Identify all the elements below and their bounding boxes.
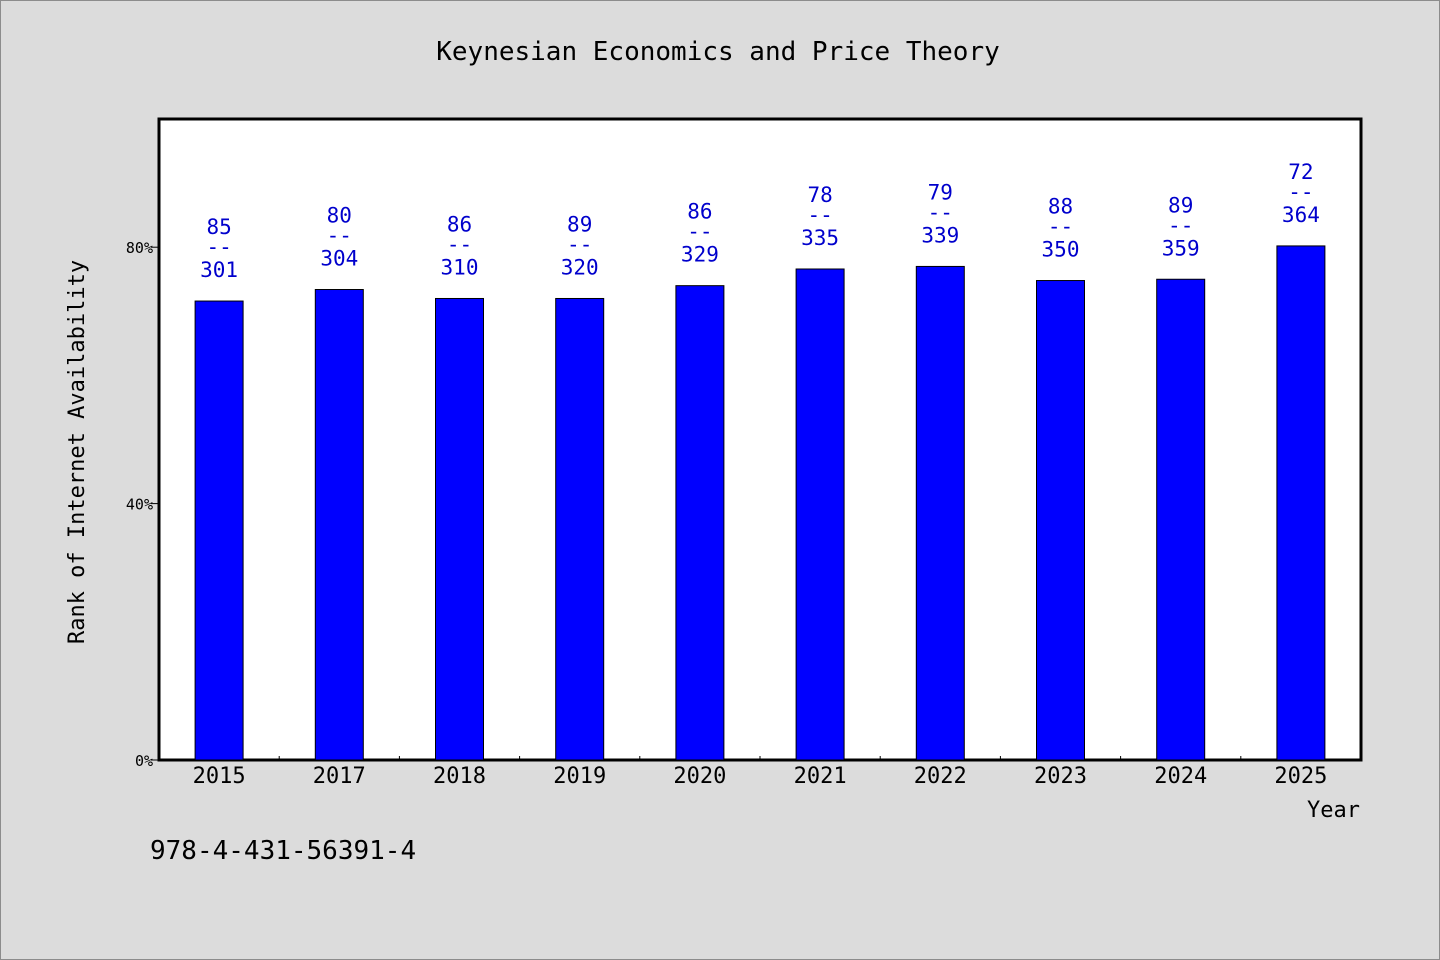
data-label-bottom-2019: 320 (561, 255, 599, 279)
bar-2024 (1156, 278, 1206, 761)
bar-2023 (1036, 280, 1085, 761)
data-label-top-2017: 80 (327, 204, 352, 228)
isbn-code: 978-4-431-56391-4 (150, 836, 417, 866)
bar-2025 (1276, 245, 1326, 761)
data-label-separator-2023: -- (1048, 215, 1073, 239)
x-tick-label-2022: 2022 (914, 764, 967, 789)
x-tick-label-2020: 2020 (673, 764, 726, 789)
x-axis-label: Year (1307, 798, 1360, 823)
data-label-bottom-2015: 301 (200, 258, 238, 282)
data-label-separator-2019: -- (567, 232, 592, 256)
data-label-bottom-2022: 339 (921, 223, 959, 247)
data-label-bottom-2018: 310 (441, 255, 479, 279)
data-label-separator-2020: -- (687, 220, 712, 244)
data-label-separator-2018: -- (447, 232, 472, 256)
data-label-top-2022: 79 (928, 180, 953, 204)
y-axis: 0% 40% 80% (126, 239, 159, 770)
data-label-bottom-2023: 350 (1042, 238, 1080, 262)
data-label-top-2018: 86 (447, 212, 472, 236)
bar-2019 (555, 297, 605, 761)
data-label-separator-2025: -- (1288, 180, 1313, 204)
bar-2020 (675, 285, 725, 761)
data-label-separator-2024: -- (1168, 213, 1193, 237)
bar-2022 (915, 265, 965, 761)
data-label-top-2019: 89 (567, 212, 592, 236)
data-label-separator-2017: -- (327, 224, 352, 248)
x-tick-label-2023: 2023 (1034, 764, 1087, 789)
data-label-separator-2015: -- (206, 235, 231, 259)
bar-2018 (435, 297, 484, 761)
chart-title: Keynesian Economics and Price Theory (436, 37, 1000, 67)
y-tick-label-80: 80% (126, 239, 153, 257)
x-tick-label-2015: 2015 (193, 764, 246, 789)
data-label-top-2021: 78 (807, 183, 832, 207)
x-tick-label-2019: 2019 (553, 764, 606, 789)
bar-2017 (314, 289, 364, 761)
y-tick-label-40: 40% (126, 496, 153, 514)
x-tick-label-2021: 2021 (794, 764, 847, 789)
data-label-separator-2022: -- (928, 200, 953, 224)
data-labels-group: 85--30180--30486--31089--32086--32978--3… (200, 160, 1320, 282)
bar-2021 (795, 268, 845, 761)
data-label-top-2023: 88 (1048, 195, 1073, 219)
bars-group (194, 245, 1326, 761)
x-tick-label-2017: 2017 (313, 764, 366, 789)
bar-2015 (194, 300, 244, 761)
x-tick-label-2024: 2024 (1154, 764, 1207, 789)
data-label-bottom-2025: 364 (1282, 203, 1320, 227)
data-label-bottom-2020: 329 (681, 243, 719, 267)
data-label-top-2025: 72 (1288, 160, 1313, 184)
x-axis: 2015 2017 2018 2019 2020 2021 2022 2023 2024 2025 (193, 756, 1327, 789)
data-label-bottom-2021: 335 (801, 226, 839, 250)
data-label-bottom-2024: 359 (1162, 236, 1200, 260)
data-label-top-2020: 86 (687, 200, 712, 224)
data-label-separator-2021: -- (807, 203, 832, 227)
data-label-top-2024: 89 (1168, 193, 1193, 217)
x-tick-label-2018: 2018 (433, 764, 486, 789)
y-axis-label: Rank of Internet Availability (65, 260, 90, 644)
data-label-top-2015: 85 (206, 215, 231, 239)
data-label-bottom-2017: 304 (320, 247, 358, 271)
y-tick-label-0: 0% (135, 752, 153, 770)
x-tick-label-2025: 2025 (1274, 764, 1327, 789)
